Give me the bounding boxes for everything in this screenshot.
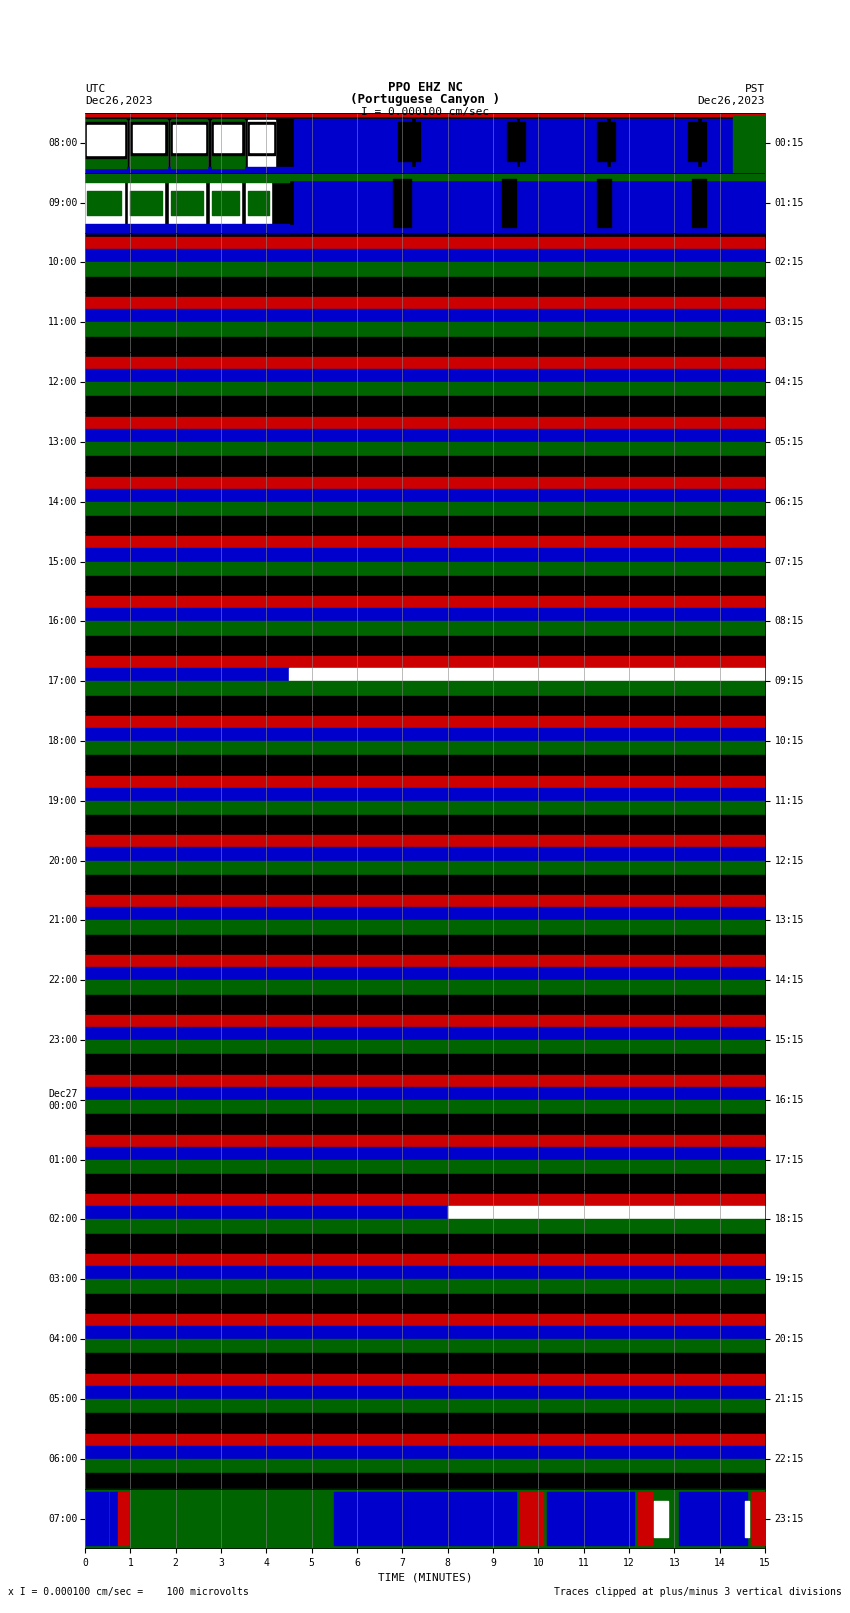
X-axis label: TIME (MINUTES): TIME (MINUTES) [377,1573,473,1582]
Text: I = 0.000100 cm/sec: I = 0.000100 cm/sec [361,106,489,118]
Text: UTC: UTC [85,84,105,94]
Text: (Portuguese Canyon ): (Portuguese Canyon ) [350,92,500,106]
Text: PST: PST [745,84,765,94]
Text: x I = 0.000100 cm/sec =    100 microvolts: x I = 0.000100 cm/sec = 100 microvolts [8,1587,249,1597]
Text: Dec26,2023: Dec26,2023 [85,95,152,106]
Text: Traces clipped at plus/minus 3 vertical divisions: Traces clipped at plus/minus 3 vertical … [553,1587,842,1597]
Text: Dec26,2023: Dec26,2023 [698,95,765,106]
Text: PPO EHZ NC: PPO EHZ NC [388,81,462,94]
